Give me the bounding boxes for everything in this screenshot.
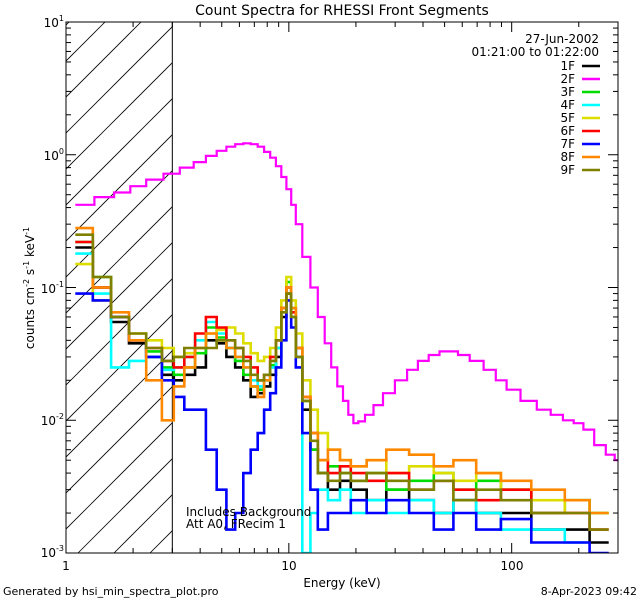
y-tick-base: 10 — [41, 414, 56, 428]
y-tick-label-1e-3: 10-3 — [41, 544, 64, 560]
legend-label-2f: 2F — [560, 72, 575, 86]
y-tick-exp: -1 — [56, 280, 64, 289]
y-label-exp3: -1 — [22, 227, 31, 235]
y-label-exp2: -1 — [22, 261, 31, 269]
x-tick-label-100: 100 — [501, 559, 524, 573]
legend-date: 27-Jun-2002 — [525, 32, 599, 46]
x-tick-label-10: 10 — [281, 559, 296, 573]
y-tick-label-1e1: 101 — [44, 14, 64, 30]
hatch-line — [66, 206, 173, 314]
y-tick-exp: -3 — [56, 544, 64, 553]
hatch-line — [66, 26, 173, 134]
y-tick-label-1e0: 100 — [44, 147, 64, 163]
legend-label-3f: 3F — [560, 85, 575, 99]
y-tick-label-1e-1: 10-1 — [41, 280, 64, 296]
hatch-line — [66, 386, 173, 494]
legend-label-6f: 6F — [560, 124, 575, 138]
axis-ticks — [65, 22, 619, 554]
y-label-kev: keV — [23, 234, 37, 261]
hatch-line — [66, 350, 173, 458]
y-tick-exp: 0 — [59, 147, 64, 156]
x-tick-label-1: 1 — [62, 559, 70, 573]
y-tick-exp: -2 — [56, 412, 64, 421]
y-tick-base: 10 — [44, 16, 59, 30]
y-label-s: s — [23, 269, 37, 279]
y-tick-base: 10 — [41, 546, 56, 560]
legend-label-9f: 9F — [560, 163, 575, 177]
chart-title: Count Spectra for RHESSI Front Segments — [195, 3, 489, 19]
series-line-2f — [75, 142, 618, 462]
series-line-8f — [75, 226, 609, 515]
annotation-background: Includes Background — [186, 505, 311, 519]
y-axis-label: counts cm-2 s-1 keV-1 — [22, 227, 37, 349]
y-tick-base: 10 — [44, 149, 59, 163]
y-tick-exp: 1 — [59, 14, 64, 23]
footer-timestamp: 8-Apr-2023 09:42 — [541, 585, 637, 598]
x-axis-label: Energy (keV) — [303, 576, 380, 590]
hatch-line — [66, 22, 142, 98]
y-label-exp1: -2 — [22, 279, 31, 287]
legend-label-8f: 8F — [560, 150, 575, 164]
hatch-line — [66, 22, 106, 62]
legend-label-1f: 1F — [560, 59, 575, 73]
legend-label-5f: 5F — [560, 111, 575, 125]
annotation-attenuator: Att A0, FRecim 1 — [186, 517, 286, 531]
series-line-9f — [75, 233, 609, 531]
hatch-line — [66, 242, 173, 350]
legend-time-range: 01:21:00 to 01:22:00 — [472, 45, 599, 59]
hatch-line — [66, 422, 173, 530]
y-tick-label-1e-2: 10-2 — [41, 412, 64, 428]
series-group — [75, 142, 618, 553]
y-label-counts: counts cm — [23, 287, 37, 349]
footer-generated-by: Generated by hsi_min_spectra_plot.pro — [3, 585, 219, 598]
legend-label-4f: 4F — [560, 98, 575, 112]
legend-label-7f: 7F — [560, 137, 575, 151]
y-tick-base: 10 — [41, 282, 56, 296]
